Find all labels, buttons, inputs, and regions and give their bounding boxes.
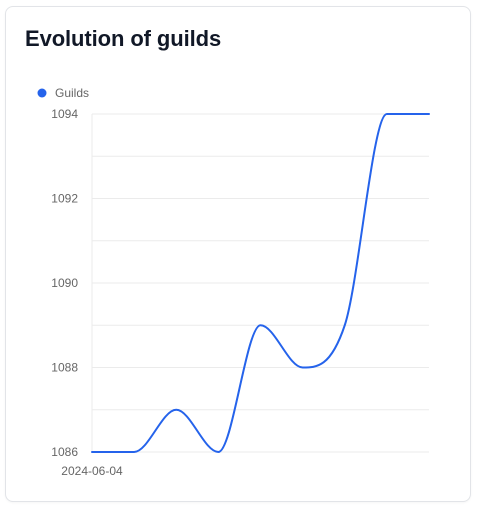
series-lines [91, 113, 430, 453]
chart-card [5, 6, 471, 502]
y-tick-label: 1086 [51, 445, 78, 459]
legend-marker [37, 88, 47, 98]
y-tick-label: 1088 [51, 361, 78, 375]
grid-lines [91, 113, 429, 453]
legend-label[interactable]: Guilds [55, 86, 89, 100]
y-tick-label: 1090 [51, 276, 78, 290]
y-axis: 1086 1088 1090 1092 1094 [51, 107, 78, 459]
legend[interactable]: Guilds [37, 86, 90, 100]
y-tick-label: 1092 [51, 192, 78, 206]
x-tick-label: 2024-06-04 [61, 464, 123, 478]
series-line-guilds [91, 113, 430, 453]
chart-title: Evolution of guilds [25, 26, 222, 51]
x-axis: 2024-06-04 [61, 464, 123, 478]
y-tick-label: 1094 [51, 107, 78, 121]
